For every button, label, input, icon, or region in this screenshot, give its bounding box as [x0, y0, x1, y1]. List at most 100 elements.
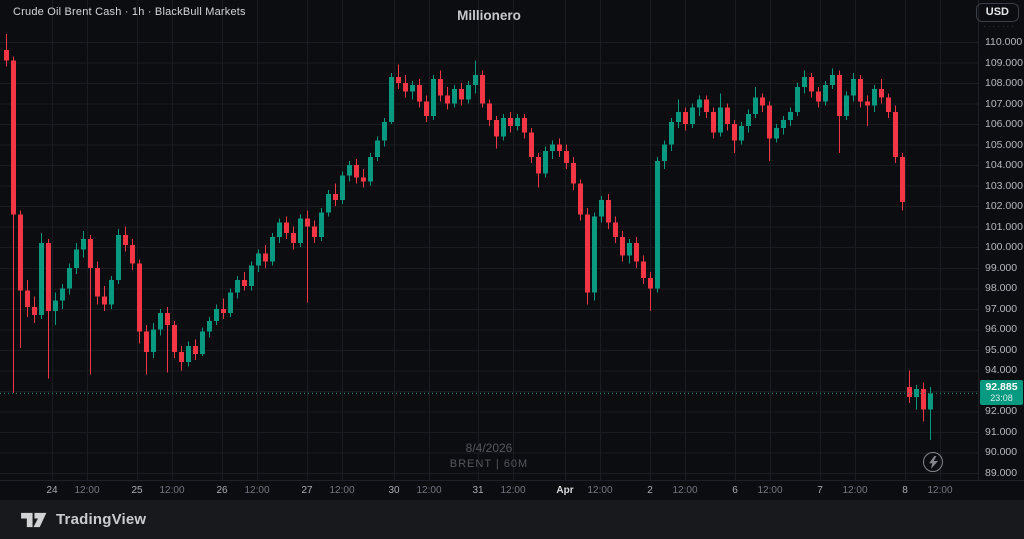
candle	[18, 210, 23, 348]
candle	[144, 325, 149, 375]
candle	[501, 113, 506, 141]
candle	[347, 161, 352, 182]
candle	[88, 234, 93, 375]
time-tick-label: 8	[902, 485, 908, 496]
candle	[816, 87, 821, 108]
candle	[774, 124, 779, 143]
price-axis-label: 103.000	[985, 179, 1023, 192]
candle	[214, 304, 219, 326]
price-axis-label: 105.000	[985, 138, 1023, 151]
candle	[494, 115, 499, 149]
tradingview-logo[interactable]: TradingView	[20, 509, 146, 530]
candle	[130, 239, 135, 270]
axis-separator-dots: ·······	[983, 22, 1016, 31]
candle	[578, 179, 583, 221]
price-axis-label: 110.000	[985, 36, 1023, 48]
candle	[928, 386, 933, 441]
tradingview-brand-text: TradingView	[56, 511, 147, 528]
price-axis-label: 99.000	[985, 261, 1018, 274]
price-axis-label: 98.000	[985, 282, 1018, 295]
candle	[277, 218, 282, 244]
currency-button[interactable]: USD	[975, 3, 1019, 22]
candle	[270, 232, 275, 266]
candle	[361, 169, 366, 188]
candle	[333, 183, 338, 207]
candle	[613, 216, 618, 244]
candle	[480, 70, 485, 108]
candle	[606, 193, 611, 229]
candle	[809, 72, 814, 98]
quick-trade-button[interactable]	[923, 452, 943, 472]
candle	[690, 103, 695, 129]
watermark-symbol: BRENT | 60M	[449, 458, 529, 470]
price-axis[interactable]: 92.885 23:08 110.000 109.000 108.000 107.00…	[978, 0, 1024, 480]
candle	[858, 74, 863, 108]
candle	[81, 230, 86, 258]
time-axis[interactable]: 24 12:00 25 12:00 26 12:00 27 12:00 30 12:00 31 12:…	[0, 480, 1024, 500]
candle	[179, 345, 184, 371]
candle	[522, 113, 527, 139]
candle	[431, 74, 436, 120]
time-tick-label: 30	[388, 485, 400, 496]
time-tick-label: 12:00	[416, 485, 442, 496]
candle	[172, 321, 177, 359]
chart-canvas[interactable]	[0, 0, 978, 480]
time-tick-label: 12:00	[329, 485, 355, 496]
time-tick-label: 12:00	[587, 485, 613, 496]
candle	[543, 146, 548, 178]
candle	[550, 140, 555, 159]
time-tick-label: 7	[817, 485, 823, 496]
candle	[46, 239, 51, 379]
candle	[830, 68, 835, 90]
candle	[844, 91, 849, 120]
price-axis-label: 102.000	[985, 200, 1023, 213]
candle	[620, 230, 625, 262]
candle	[571, 156, 576, 190]
candle	[872, 85, 877, 112]
candle	[137, 259, 142, 344]
candle	[242, 271, 247, 291]
candle	[368, 152, 373, 186]
lightning-icon	[928, 455, 938, 469]
candle	[284, 216, 289, 240]
time-tick-label: 12:00	[842, 485, 868, 496]
candle	[795, 83, 800, 116]
price-axis-label: 107.000	[985, 97, 1023, 110]
price-axis-label: 97.000	[985, 302, 1018, 315]
candle	[725, 103, 730, 131]
time-tick-label: 31	[472, 485, 484, 496]
candle	[851, 72, 856, 102]
candle	[67, 263, 72, 295]
candle	[886, 93, 891, 118]
candle	[669, 117, 674, 151]
candle	[32, 296, 37, 324]
candle	[256, 249, 261, 272]
candle	[781, 115, 786, 135]
candle	[508, 111, 513, 133]
symbol-title[interactable]: Crude Oil Brent Cash · 1h · BlackBull Ma…	[13, 6, 246, 18]
candle	[354, 158, 359, 184]
time-tick-label: 24	[46, 485, 58, 496]
price-axis-label: 91.000	[985, 425, 1018, 438]
price-axis-label: 108.000	[985, 77, 1023, 90]
candle	[536, 152, 541, 188]
candle	[109, 275, 114, 309]
candle	[893, 105, 898, 164]
candle	[879, 78, 884, 104]
candle	[732, 119, 737, 153]
candle	[753, 87, 758, 118]
candle	[25, 280, 30, 318]
candle	[739, 122, 744, 145]
candle	[74, 243, 79, 274]
candle	[529, 128, 534, 164]
candle	[375, 136, 380, 162]
time-tick-label: 6	[732, 485, 738, 496]
candle	[102, 286, 107, 311]
candle	[200, 327, 205, 357]
candle	[389, 72, 394, 125]
candle	[165, 306, 170, 373]
candle	[319, 208, 324, 242]
time-tick-label: 12:00	[74, 485, 100, 496]
candle	[459, 83, 464, 106]
candle	[235, 275, 240, 299]
